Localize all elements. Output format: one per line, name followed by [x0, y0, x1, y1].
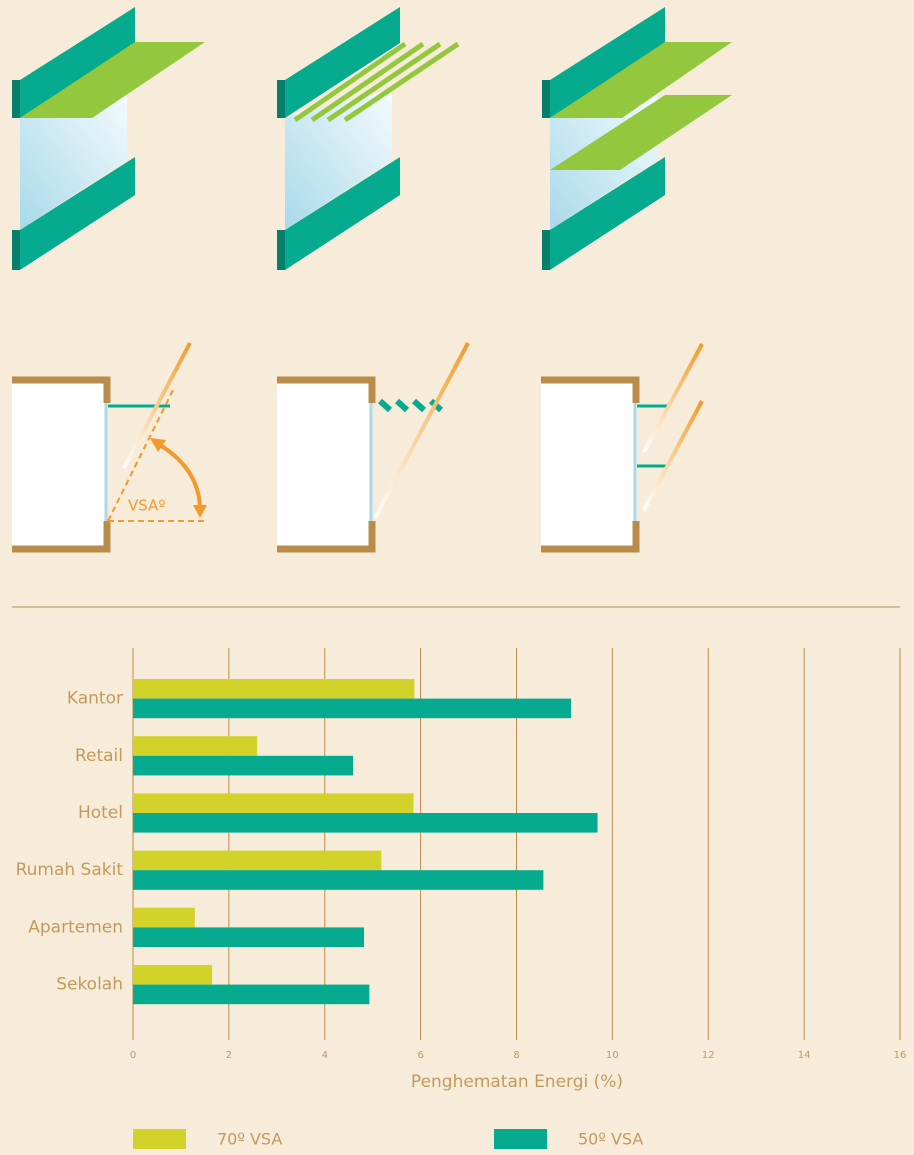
x-tick-label: 14 [798, 1050, 811, 1061]
x-tick-label: 10 [606, 1050, 619, 1061]
bar [133, 813, 598, 833]
chart: 0 2 4 6 8 10 12 14 16 Penghematan Energi (%) Kanto… [16, 648, 907, 1149]
x-tick-label: 4 [322, 1050, 328, 1061]
bar [133, 907, 195, 928]
y-tick-label: Sekolah [56, 975, 123, 995]
bar [133, 679, 415, 699]
y-tick-label: Kantor [67, 689, 123, 709]
x-tick-label: 8 [513, 1050, 519, 1061]
diagram-label: VSAº [128, 497, 165, 515]
x-tick-label: 6 [417, 1050, 423, 1061]
section-3 [541, 343, 704, 553]
legend-label: 70º VSA [217, 1130, 282, 1149]
y-tick-label: Rumah Sakit [16, 860, 124, 880]
x-tick-label: 16 [894, 1050, 907, 1061]
diagram-double-overhang [542, 7, 732, 270]
diagram-louvers [277, 7, 460, 270]
x-tick-label: 12 [702, 1050, 715, 1061]
bar [133, 850, 382, 871]
bar [133, 984, 370, 1005]
x-axis-label: Penghematan Energi (%) [411, 1072, 623, 1092]
legend-label: 50º VSA [578, 1130, 643, 1149]
y-tick-label: Retail [75, 746, 123, 766]
section-1: VSAº [12, 342, 207, 553]
x-tick-label: 2 [226, 1050, 232, 1061]
bar [133, 736, 258, 756]
bar [133, 965, 213, 985]
legend-swatch [494, 1129, 547, 1149]
bar [133, 870, 544, 890]
bar [133, 793, 414, 813]
bar [133, 927, 365, 947]
bar [133, 698, 572, 719]
x-tick-label: 0 [130, 1050, 136, 1061]
y-tick-label: Apartemen [28, 917, 123, 937]
y-tick-label: Hotel [78, 803, 123, 823]
section-2 [277, 342, 470, 553]
bar [133, 755, 354, 776]
legend-swatch [133, 1129, 186, 1149]
diagram-overhang [12, 7, 205, 270]
